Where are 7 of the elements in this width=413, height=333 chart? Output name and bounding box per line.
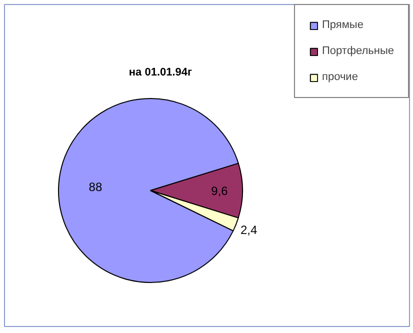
legend-label: Прямые	[322, 19, 364, 31]
text: на 01.01.94г	[128, 66, 193, 78]
legend-label: прочие	[322, 71, 358, 83]
data-label: 9,6	[211, 184, 228, 198]
data-label: 2,4	[240, 223, 258, 238]
legend-label: Портфельные	[322, 45, 394, 57]
data-label: 88	[88, 180, 102, 194]
